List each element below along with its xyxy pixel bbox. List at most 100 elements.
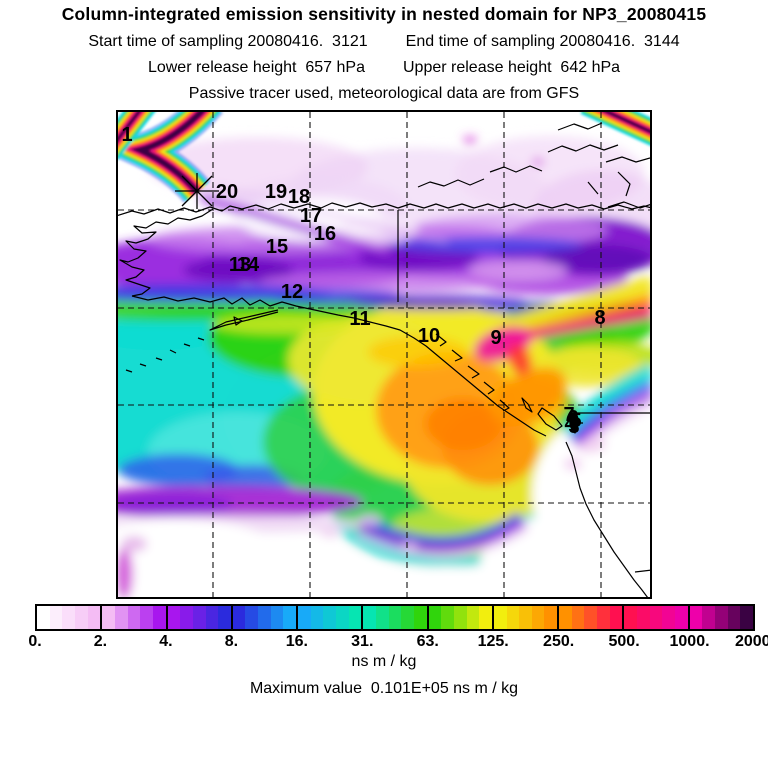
colorbar-cell — [336, 606, 349, 629]
state-border-segment — [634, 569, 650, 573]
track-point-label: 10 — [418, 325, 440, 347]
release-marker-asterisk — [175, 173, 219, 209]
colorbar-cell — [323, 606, 337, 629]
border-layer — [397, 210, 650, 573]
colorbar-cell — [258, 606, 271, 629]
colorbar-cell — [180, 606, 193, 629]
haida-gwaii-island — [521, 397, 533, 413]
us-west-coastline — [565, 441, 648, 597]
colorbar-tick-label: 8. — [224, 633, 239, 650]
colorbar-segment — [361, 606, 427, 629]
release-heights-line: Lower release height 657 hPa Upper releas… — [0, 59, 768, 77]
colorbar-cell — [519, 606, 532, 629]
colorbar-segment — [100, 606, 166, 629]
colorbar-tick-label: 16. — [285, 633, 308, 650]
colorbar-tick-label: 1000. — [669, 633, 710, 650]
colorbar-cell — [152, 606, 166, 629]
track-point-label: 8 — [594, 307, 605, 329]
colorbar-cell — [531, 606, 545, 629]
colorbar-tick-labels: 0. 2. 4. 8. 16. 31. 63. 125. 250. 500. 1000. 2000. — [28, 633, 768, 651]
track-point-label: 9 — [490, 327, 501, 349]
track-point-label: 1 — [121, 124, 132, 146]
start-time-text: Start time of sampling 20080416. 3121 — [88, 33, 368, 50]
colorbar-cell — [662, 606, 676, 629]
sensitivity-field-layer — [118, 136, 650, 597]
colorbar-tick-label: 2000. — [734, 633, 768, 650]
colorbar-tick-label: 500. — [608, 633, 640, 650]
colorbar-cell — [283, 606, 297, 629]
colorbar-segment — [622, 606, 688, 629]
track-point-label: 5 — [570, 410, 581, 432]
colorbar-cell — [740, 606, 753, 629]
colorbar-cell — [428, 606, 442, 629]
main-plume — [118, 112, 224, 204]
colorbar-tick-label: 31. — [351, 633, 374, 650]
colorbar-segment — [687, 606, 753, 629]
coast-cross-marker — [571, 417, 583, 429]
end-time-text: End time of sampling 20080416. 3144 — [405, 33, 680, 50]
colorbar-cell — [493, 606, 507, 629]
colorbar-cell — [441, 606, 454, 629]
colorbar-cell — [571, 606, 585, 629]
track-point-label: 19 — [265, 181, 287, 203]
panhandle-islands — [435, 333, 510, 412]
track-point-label: 14 — [237, 254, 260, 276]
plume-layer — [118, 112, 650, 204]
lower-height-text: Lower release height 657 hPa — [147, 59, 365, 76]
colorbar-cell — [401, 606, 414, 629]
colorbar-cell — [637, 606, 650, 629]
colorbar-cell — [584, 606, 598, 629]
track-point-label: 12 — [281, 281, 303, 303]
colorbar-tick-label: 125. — [477, 633, 509, 650]
track-point-label: 4 — [564, 413, 576, 435]
colorbar-cell — [245, 606, 259, 629]
map-panel: 1 20 19 18 17 16 15 13 14 12 11 10 9 8 7 6 5 4 3 — [116, 110, 652, 599]
coastline-layer — [118, 122, 650, 597]
sampling-times-line: Start time of sampling 20080416. 3121 End… — [0, 33, 768, 51]
colorbar-tick-label: 4. — [159, 633, 173, 650]
colorbar-cell — [453, 606, 467, 629]
corner-plume — [118, 112, 156, 160]
colorbar-cell — [114, 606, 128, 629]
colorbar-cell — [192, 606, 206, 629]
colorbar-cell — [140, 606, 153, 629]
south-alaska-bc-coastline — [131, 295, 547, 437]
colorbar-cell — [37, 606, 50, 629]
colorbar-cell — [270, 606, 284, 629]
colorbar-cell — [689, 606, 703, 629]
colorbar-tick-label: 0. — [28, 633, 42, 650]
colorbar-cell — [506, 606, 520, 629]
colorbar-cell — [310, 606, 324, 629]
colorbar-cell — [609, 606, 623, 629]
colorbar-cell — [413, 606, 427, 629]
figure-title: Column-integrated emission sensitivity i… — [61, 4, 707, 24]
colorbar-cell — [232, 606, 246, 629]
colorbar — [35, 604, 755, 631]
colorbar-cell — [127, 606, 141, 629]
colorbar-cell — [624, 606, 638, 629]
colorbar-cell — [62, 606, 75, 629]
track-point-label: 7 — [563, 404, 574, 426]
colorbar-cell — [102, 606, 115, 629]
aleutian-islands — [125, 337, 205, 373]
colorbar-cell — [702, 606, 715, 629]
colorbar-segment — [165, 606, 231, 629]
colorbar-tick-label: 250. — [543, 633, 575, 650]
colorbar-cell — [597, 606, 610, 629]
colorbar-cell — [205, 606, 219, 629]
track-point-label: 16 — [314, 223, 336, 245]
arctic-canada-coastlines — [417, 122, 650, 209]
tracer-line: Passive tracer used, meteorological data… — [188, 85, 580, 102]
kodiak-island — [233, 316, 243, 326]
colorbar-segment — [230, 606, 297, 629]
colorbar-cell — [649, 606, 663, 629]
alaska-peninsula — [209, 309, 279, 331]
colorbar-cell — [727, 606, 741, 629]
colorbar-tick-label: 63. — [416, 633, 439, 650]
colorbar-segment — [491, 606, 558, 629]
colorbar-cell — [375, 606, 389, 629]
track-point-label: 18 — [288, 186, 310, 208]
colorbar-units: ns m / kg — [351, 653, 417, 670]
